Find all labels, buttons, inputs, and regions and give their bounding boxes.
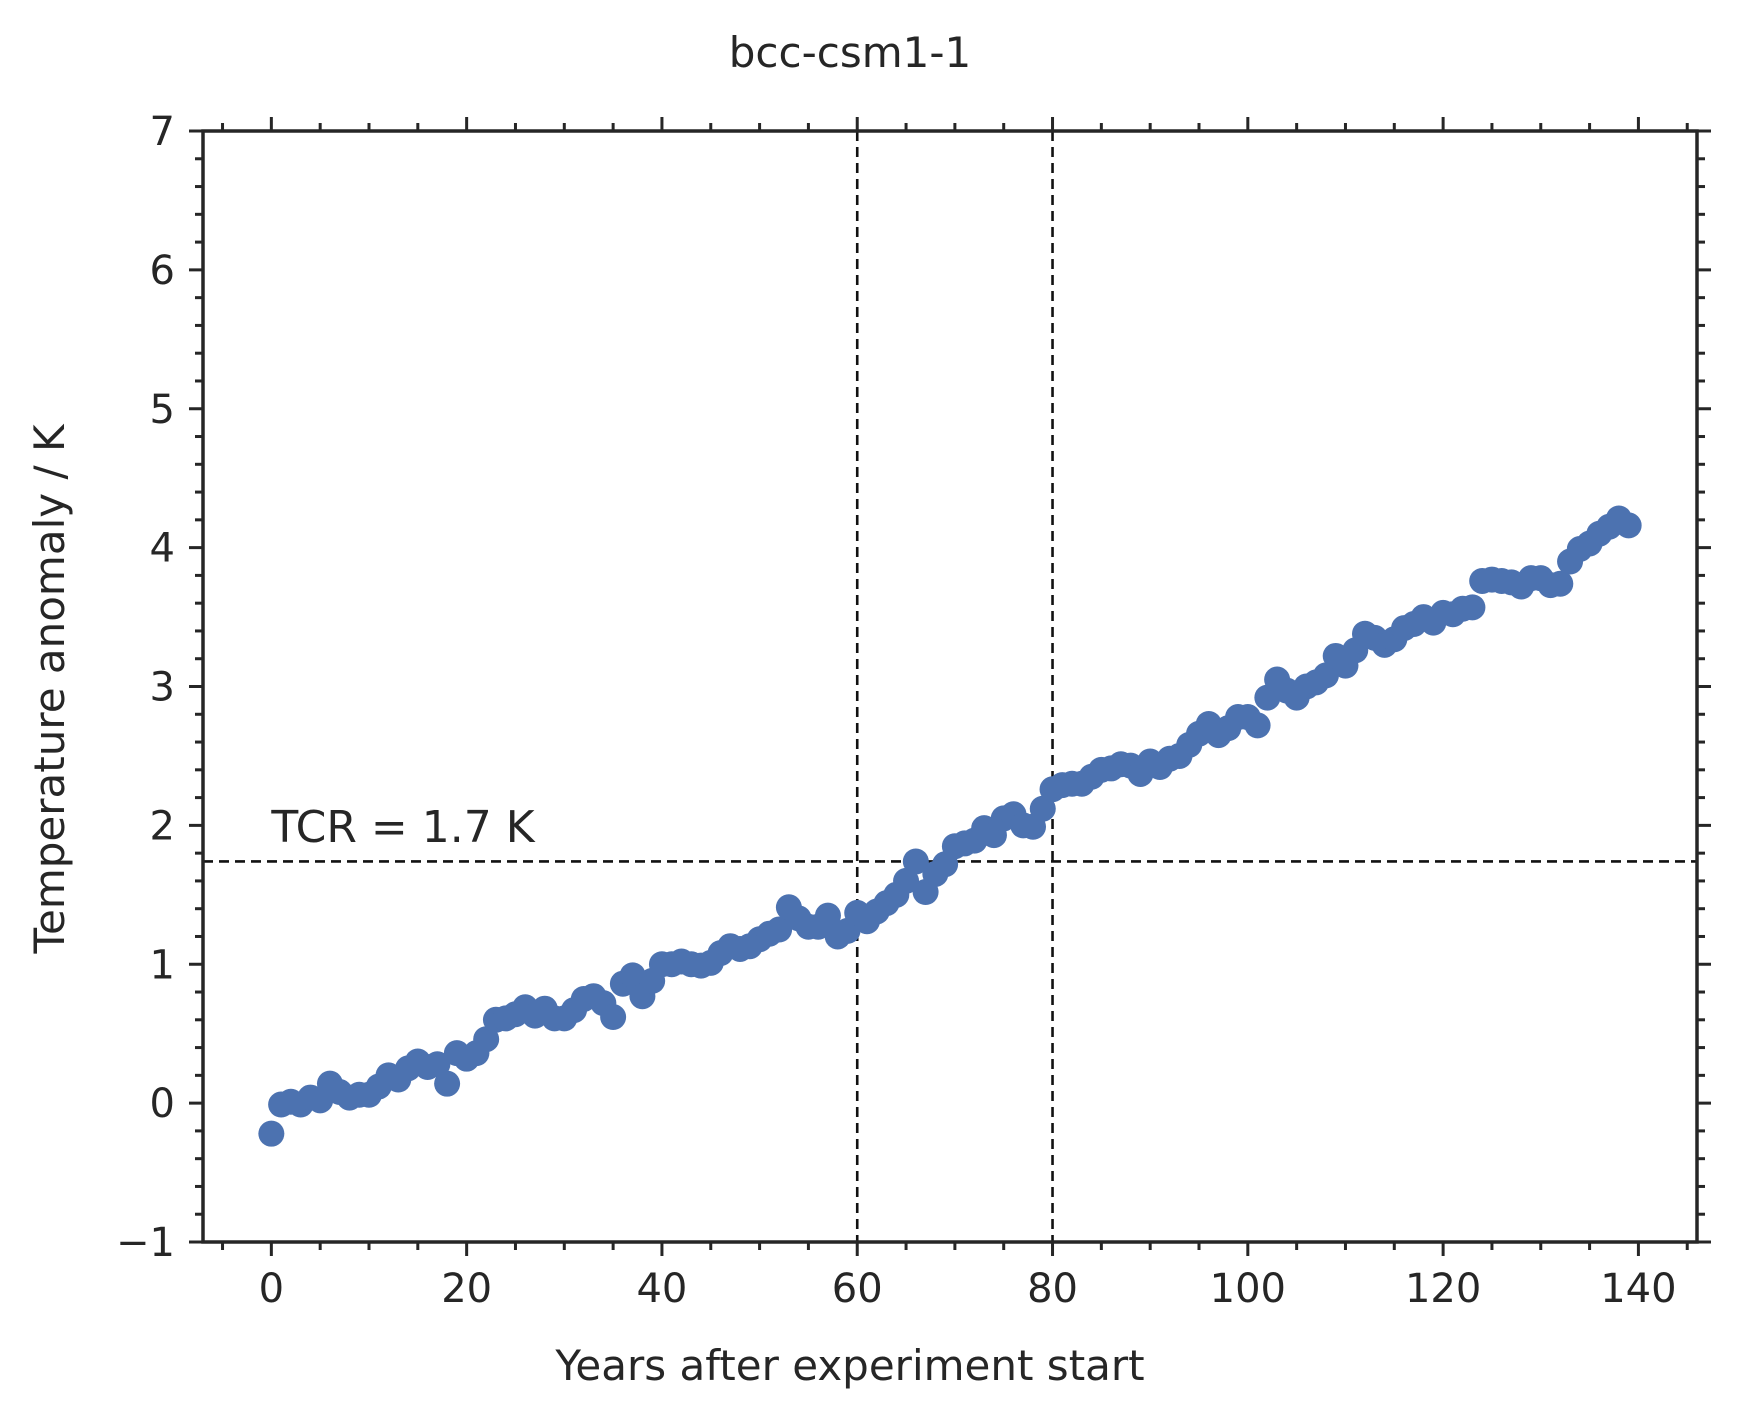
x-tick-label: 40	[636, 1266, 687, 1312]
data-point	[473, 1026, 500, 1053]
data-point	[1547, 570, 1574, 597]
y-tick-label: 7	[150, 109, 175, 155]
data-point	[893, 867, 920, 894]
data-point	[434, 1070, 461, 1097]
data-point	[424, 1051, 451, 1078]
x-tick-label: 60	[832, 1266, 883, 1312]
y-tick-label: 3	[150, 665, 175, 711]
y-tick-label: 6	[150, 248, 175, 294]
x-axis-label: Years after experiment start	[554, 1341, 1144, 1390]
y-tick-label: 4	[150, 526, 175, 572]
reference-lines	[203, 131, 1697, 1242]
x-tick-label: 120	[1405, 1266, 1481, 1312]
data-point	[1615, 512, 1642, 539]
x-tick-label: 20	[441, 1266, 492, 1312]
x-tick-label: 0	[259, 1266, 284, 1312]
tcr-annotation: TCR = 1.7 K	[270, 802, 535, 853]
data-point	[1244, 712, 1271, 739]
chart-title: bcc-csm1-1	[729, 28, 971, 77]
x-tick-label: 100	[1210, 1266, 1286, 1312]
data-point	[1459, 594, 1486, 621]
data-point	[766, 916, 793, 943]
axis-tick-labels: 0 20 40 60 80 100 120 140 −1 0 1 2 3 4 5 6 7	[116, 109, 1677, 1312]
data-point	[600, 1004, 627, 1031]
y-tick-label: 2	[150, 803, 175, 849]
data-point	[619, 962, 646, 989]
data-point	[258, 1120, 285, 1147]
y-tick-label: −1	[116, 1220, 175, 1266]
axis-ticks	[189, 117, 1711, 1256]
x-tick-label: 80	[1027, 1266, 1078, 1312]
y-axis-label: Temperature anomaly / K	[25, 423, 74, 954]
y-tick-label: 0	[150, 1081, 175, 1127]
y-tick-label: 1	[150, 942, 175, 988]
data-point	[1312, 662, 1339, 689]
y-tick-label: 5	[150, 387, 175, 433]
data-point	[1029, 795, 1056, 822]
data-points	[258, 505, 1642, 1147]
x-tick-label: 140	[1600, 1266, 1676, 1312]
data-point	[902, 848, 929, 875]
plot-frame	[201, 129, 1699, 1244]
data-point	[814, 902, 841, 929]
